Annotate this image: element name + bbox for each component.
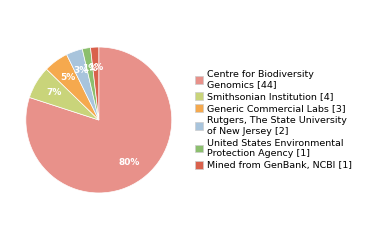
Text: 3%: 3%: [73, 66, 89, 75]
Text: 1%: 1%: [82, 64, 97, 73]
Wedge shape: [29, 69, 99, 120]
Wedge shape: [46, 54, 99, 120]
Wedge shape: [90, 47, 99, 120]
Text: 80%: 80%: [119, 158, 140, 167]
Wedge shape: [82, 48, 99, 120]
Text: 7%: 7%: [46, 88, 62, 97]
Legend: Centre for Biodiversity
Genomics [44], Smithsonian Institution [4], Generic Comm: Centre for Biodiversity Genomics [44], S…: [195, 70, 352, 170]
Text: 5%: 5%: [60, 73, 76, 82]
Wedge shape: [26, 47, 172, 193]
Text: 1%: 1%: [88, 63, 103, 72]
Wedge shape: [66, 49, 99, 120]
